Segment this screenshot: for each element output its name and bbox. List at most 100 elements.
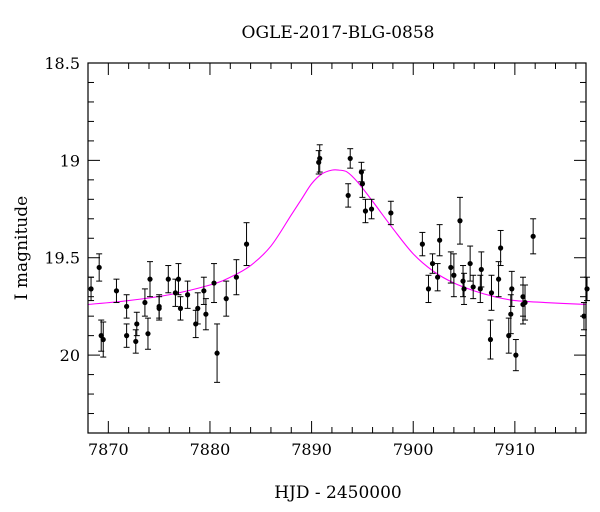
data-marker	[211, 280, 217, 286]
data-marker	[134, 321, 140, 327]
data-point	[177, 296, 184, 321]
data-point	[434, 263, 441, 292]
data-point	[132, 329, 139, 354]
data-marker	[177, 305, 184, 311]
data-marker	[203, 311, 209, 317]
data-marker	[451, 272, 457, 278]
data-point	[194, 292, 201, 325]
data-marker	[201, 288, 207, 294]
data-point	[156, 296, 163, 321]
data-point	[123, 323, 130, 348]
data-marker	[359, 181, 366, 187]
data-point	[456, 196, 463, 245]
data-point	[450, 253, 457, 298]
data-point	[144, 317, 151, 350]
data-point	[419, 231, 426, 257]
data-point	[467, 245, 474, 282]
data-point	[387, 200, 394, 226]
data-marker	[513, 352, 519, 358]
data-point	[165, 265, 172, 294]
data-marker	[113, 288, 120, 294]
data-marker	[233, 274, 239, 280]
data-marker	[487, 336, 494, 343]
data-point	[100, 321, 107, 358]
data-marker	[435, 274, 441, 280]
data-marker	[530, 233, 536, 239]
data-marker	[388, 210, 394, 216]
data-point	[497, 229, 504, 267]
data-marker	[243, 241, 250, 247]
data-point	[461, 272, 468, 305]
x-tick-label: 7910	[494, 440, 535, 459]
data-marker	[470, 284, 476, 290]
x-tick-label: 7890	[291, 440, 332, 459]
data-marker	[478, 266, 484, 273]
data-marker	[460, 278, 466, 284]
data-marker	[345, 192, 351, 199]
data-point	[96, 253, 103, 282]
data-point	[113, 278, 120, 304]
data-marker	[172, 290, 179, 296]
x-axis-label: HJD - 2450000	[274, 483, 402, 503]
y-tick-label: 19.5	[44, 249, 80, 268]
data-marker	[506, 333, 512, 339]
data-marker	[522, 299, 528, 306]
data-marker	[96, 264, 102, 271]
y-tick-label: 19	[60, 151, 80, 170]
plot-frame	[87, 62, 587, 434]
plot-area	[87, 144, 591, 383]
data-marker	[98, 333, 104, 339]
data-point	[202, 298, 209, 331]
data-point	[133, 311, 140, 337]
data-point	[347, 148, 354, 169]
y-axis-label: I magnitude	[12, 196, 32, 300]
axis-ticks: 7870 7880 7890 7900 7910 18.5 19 19.5 20	[44, 54, 586, 459]
data-marker	[429, 260, 436, 267]
data-point	[530, 218, 537, 255]
data-marker	[437, 237, 443, 243]
data-point	[214, 323, 221, 383]
data-marker	[467, 260, 473, 267]
data-point	[470, 274, 477, 300]
data-point	[488, 274, 495, 311]
chart-title: OGLE-2017-BLG-0858	[242, 23, 435, 43]
data-point	[522, 284, 529, 321]
data-marker	[347, 155, 353, 162]
data-marker	[498, 245, 504, 251]
data-marker	[584, 286, 590, 292]
data-point	[478, 251, 485, 288]
data-marker	[477, 286, 483, 292]
data-marker	[156, 305, 162, 311]
model-curve	[87, 169, 587, 306]
data-marker	[362, 208, 369, 214]
data-marker	[317, 155, 323, 162]
data-point	[175, 263, 182, 296]
data-point	[98, 319, 105, 352]
data-point	[359, 169, 366, 198]
x-tick-label: 7900	[393, 440, 434, 459]
data-point	[211, 263, 218, 304]
data-marker	[457, 218, 463, 224]
data-point	[233, 259, 240, 296]
x-tick-label: 7870	[88, 440, 129, 459]
data-marker	[185, 292, 191, 298]
data-marker	[147, 276, 153, 282]
data-point	[436, 224, 443, 257]
data-point	[146, 261, 153, 298]
data-marker	[142, 299, 148, 306]
data-marker	[165, 276, 171, 282]
data-point	[460, 265, 467, 298]
data-marker	[214, 350, 220, 356]
y-tick-label: 20	[60, 346, 80, 365]
data-point	[429, 253, 436, 274]
data-point	[172, 278, 179, 307]
data-point	[345, 183, 352, 208]
data-point	[495, 261, 502, 298]
data-marker	[508, 311, 514, 317]
data-point	[368, 198, 375, 220]
data-point	[358, 161, 365, 183]
data-marker	[509, 286, 515, 292]
data-point	[508, 270, 515, 307]
data-marker	[124, 333, 130, 339]
data-point	[477, 274, 484, 304]
